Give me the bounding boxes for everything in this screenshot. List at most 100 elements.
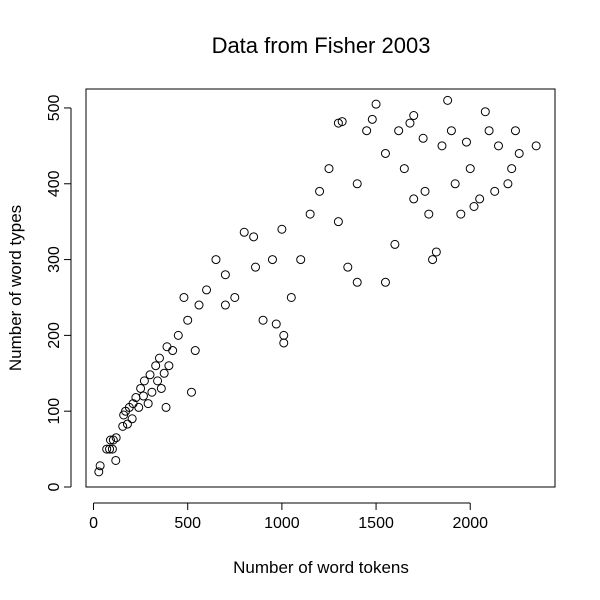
data-point (324, 164, 334, 174)
data-point (305, 209, 315, 219)
data-point (134, 402, 144, 412)
data-point (493, 141, 503, 151)
data-point (446, 126, 456, 136)
data-point (420, 186, 430, 196)
data-point (138, 391, 148, 401)
y-tick-label: 500 (46, 95, 63, 122)
data-point (424, 209, 434, 219)
data-point (484, 126, 494, 136)
data-point (94, 467, 104, 477)
data-point (380, 277, 390, 287)
data-point (475, 194, 485, 204)
y-tick-label: 400 (46, 170, 63, 197)
data-point (145, 370, 155, 380)
data-point (503, 179, 513, 189)
data-point (333, 118, 343, 128)
data-point (190, 346, 200, 356)
data-point (279, 338, 289, 348)
points-layer (94, 95, 541, 477)
data-point (161, 402, 171, 412)
data-point (277, 224, 287, 234)
x-tick-label: 0 (89, 515, 98, 532)
data-point (343, 262, 353, 272)
data-point (111, 455, 121, 465)
data-point (450, 179, 460, 189)
data-point (490, 186, 500, 196)
data-point (111, 433, 121, 443)
data-point (108, 435, 118, 445)
data-point (469, 202, 479, 211)
data-point (390, 239, 400, 249)
data-point (186, 387, 196, 397)
data-point (437, 141, 447, 151)
data-point (118, 421, 128, 431)
data-point (286, 292, 296, 302)
data-point (164, 361, 174, 371)
data-point (211, 255, 221, 265)
data-point (153, 376, 163, 386)
y-tick-label: 200 (46, 322, 63, 349)
data-point (251, 262, 261, 272)
data-point (122, 419, 132, 429)
data-point (465, 164, 475, 174)
data-point (418, 133, 428, 143)
x-tick-label: 1500 (358, 515, 394, 532)
data-point (480, 107, 490, 117)
data-point (159, 368, 169, 378)
data-point (507, 164, 517, 174)
x-tick-label: 2000 (452, 515, 488, 532)
data-point (456, 209, 466, 219)
data-point (514, 148, 524, 158)
data-point (409, 111, 419, 121)
data-point (168, 346, 178, 356)
y-axis: 0 100 200 300 400 500 (46, 95, 72, 491)
data-point (352, 179, 362, 189)
data-point (409, 194, 419, 204)
data-point (147, 387, 157, 397)
data-point (267, 255, 277, 265)
x-axis-title: Number of word tokens (233, 558, 409, 577)
data-point (143, 399, 153, 409)
data-point (230, 292, 240, 302)
plot-frame (85, 88, 556, 488)
data-point (139, 376, 149, 386)
chart-title: Data from Fisher 2003 (212, 33, 431, 58)
data-point (531, 141, 541, 151)
data-point (136, 383, 146, 393)
data-point (127, 414, 137, 424)
data-point (371, 99, 381, 109)
data-point (443, 95, 453, 105)
data-point (258, 315, 268, 325)
data-point (179, 292, 189, 302)
data-point (362, 126, 372, 136)
data-point (333, 217, 343, 227)
data-point (107, 444, 117, 454)
data-point (296, 255, 306, 265)
y-tick-label: 300 (46, 246, 63, 273)
x-axis: 0 500 1000 1500 2000 (89, 502, 488, 532)
y-axis-title: Number of word types (6, 205, 25, 371)
data-point (428, 255, 438, 265)
data-point (337, 117, 347, 127)
data-point (394, 126, 404, 136)
data-point (105, 435, 115, 445)
data-point (352, 277, 362, 287)
data-point (315, 186, 325, 196)
data-point (102, 444, 112, 454)
data-point (239, 227, 249, 237)
data-point (151, 361, 161, 371)
data-point (367, 114, 377, 124)
data-point (105, 444, 115, 454)
data-point (271, 319, 281, 329)
data-point (380, 148, 390, 158)
data-point (95, 461, 105, 471)
y-tick-label: 0 (46, 482, 63, 491)
data-point (154, 353, 164, 363)
data-point (461, 137, 471, 147)
data-point (183, 315, 193, 325)
data-point (431, 247, 441, 257)
data-point (173, 330, 183, 340)
data-point (202, 285, 212, 295)
